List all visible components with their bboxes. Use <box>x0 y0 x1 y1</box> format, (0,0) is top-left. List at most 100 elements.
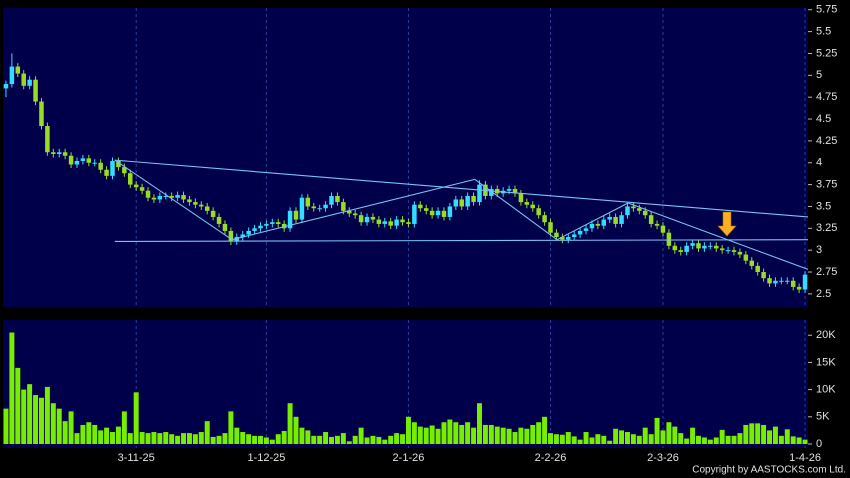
candle-body <box>613 216 618 224</box>
volume-bar <box>725 435 731 444</box>
volume-bar <box>536 422 542 444</box>
candle-body <box>394 219 399 226</box>
volume-bar <box>802 439 808 444</box>
volume-bar <box>506 428 512 444</box>
candle-body <box>341 202 346 211</box>
volume-bar <box>234 427 240 444</box>
candle-body <box>690 243 695 246</box>
trend-line <box>231 178 475 241</box>
candle-body <box>21 73 26 86</box>
candle-body <box>773 280 778 284</box>
volume-tick-label: 20K <box>816 329 836 341</box>
candle-body <box>637 208 642 211</box>
volume-bar <box>287 403 293 444</box>
y-tick-label: 4.25 <box>816 135 837 147</box>
volume-bar <box>210 436 216 444</box>
volume-bar <box>3 408 9 444</box>
candle-body <box>311 206 317 209</box>
volume-bar <box>613 428 619 444</box>
volume-bar <box>98 430 104 444</box>
volume-bar <box>340 433 346 444</box>
volume-bar <box>731 435 737 444</box>
candle-body <box>412 204 417 224</box>
candle-body <box>790 280 796 287</box>
x-tick-label: 2-2-26 <box>535 452 567 464</box>
candle-body <box>566 237 571 240</box>
volume-bar <box>299 427 305 444</box>
candle-body <box>785 280 790 282</box>
volume-bar <box>411 422 417 444</box>
candle-body <box>246 230 251 235</box>
candle-body <box>92 162 97 164</box>
volume-bar <box>630 434 636 444</box>
volume-bar <box>713 437 719 444</box>
candle-body <box>51 152 56 155</box>
volume-bar <box>133 392 139 444</box>
candle-body <box>133 184 139 188</box>
y-tick-label: 3.75 <box>816 179 837 191</box>
y-tick-label: 2.75 <box>816 266 837 278</box>
y-tick-label: 4.5 <box>816 113 831 125</box>
volume-bar <box>435 428 441 444</box>
candle-body <box>761 272 766 279</box>
volume-bar <box>38 397 44 444</box>
volume-bar <box>465 422 471 444</box>
volume-bar <box>719 429 725 444</box>
volume-bar <box>559 434 565 444</box>
y-tick-label: 5.5 <box>816 26 831 38</box>
volume-bar <box>169 434 175 444</box>
candle-body <box>725 250 731 252</box>
candle-body <box>216 216 222 224</box>
candle-body <box>619 215 624 224</box>
volume-bar <box>252 435 258 444</box>
candle-body <box>258 225 263 229</box>
y-tick-label: 3.25 <box>816 222 837 234</box>
candle-body <box>577 230 583 235</box>
volume-bar <box>329 436 334 444</box>
candle-body <box>163 195 169 197</box>
volume-bar <box>565 432 571 444</box>
x-tick-label: 3-11-25 <box>118 452 155 464</box>
candle-body <box>648 215 654 224</box>
volume-bar <box>512 432 518 444</box>
volume-bar <box>767 430 773 444</box>
y-tick-label: 3.5 <box>816 200 831 212</box>
candle-body <box>287 210 293 229</box>
candle-body <box>512 188 518 194</box>
volume-bar <box>21 389 27 444</box>
candle-body <box>447 206 453 217</box>
volume-bar <box>636 435 642 444</box>
candle-body <box>275 222 281 224</box>
candle-body <box>459 199 464 207</box>
volume-bar <box>9 332 15 444</box>
y-tick-label: 5.75 <box>816 4 837 16</box>
volume-bar <box>198 432 204 444</box>
candle-body <box>187 199 192 203</box>
candle-body <box>364 216 370 223</box>
volume-bar <box>62 421 68 444</box>
volume-bar <box>482 424 488 444</box>
candle-body <box>767 278 772 284</box>
volume-bar <box>784 429 790 444</box>
candle-body <box>139 187 145 191</box>
candle-body <box>323 204 328 209</box>
x-tick-label: 1-12-25 <box>247 452 285 464</box>
candle-body <box>506 188 512 191</box>
volume-bar <box>370 435 376 444</box>
volume-bar <box>192 434 198 444</box>
volume-bar <box>228 411 234 444</box>
volume-bar <box>417 426 423 444</box>
candle-body <box>601 219 607 226</box>
candle-body <box>382 221 388 224</box>
candle-body <box>62 152 68 156</box>
volume-bar <box>772 426 778 444</box>
volume-tick-label: 15K <box>816 356 836 368</box>
volume-tick-label: 5K <box>816 411 830 423</box>
candle-body <box>370 216 376 220</box>
candle-body <box>204 206 210 211</box>
candle-body <box>714 245 719 249</box>
candle-body <box>719 248 725 251</box>
volume-bar <box>518 427 524 444</box>
candle-body <box>145 190 151 198</box>
